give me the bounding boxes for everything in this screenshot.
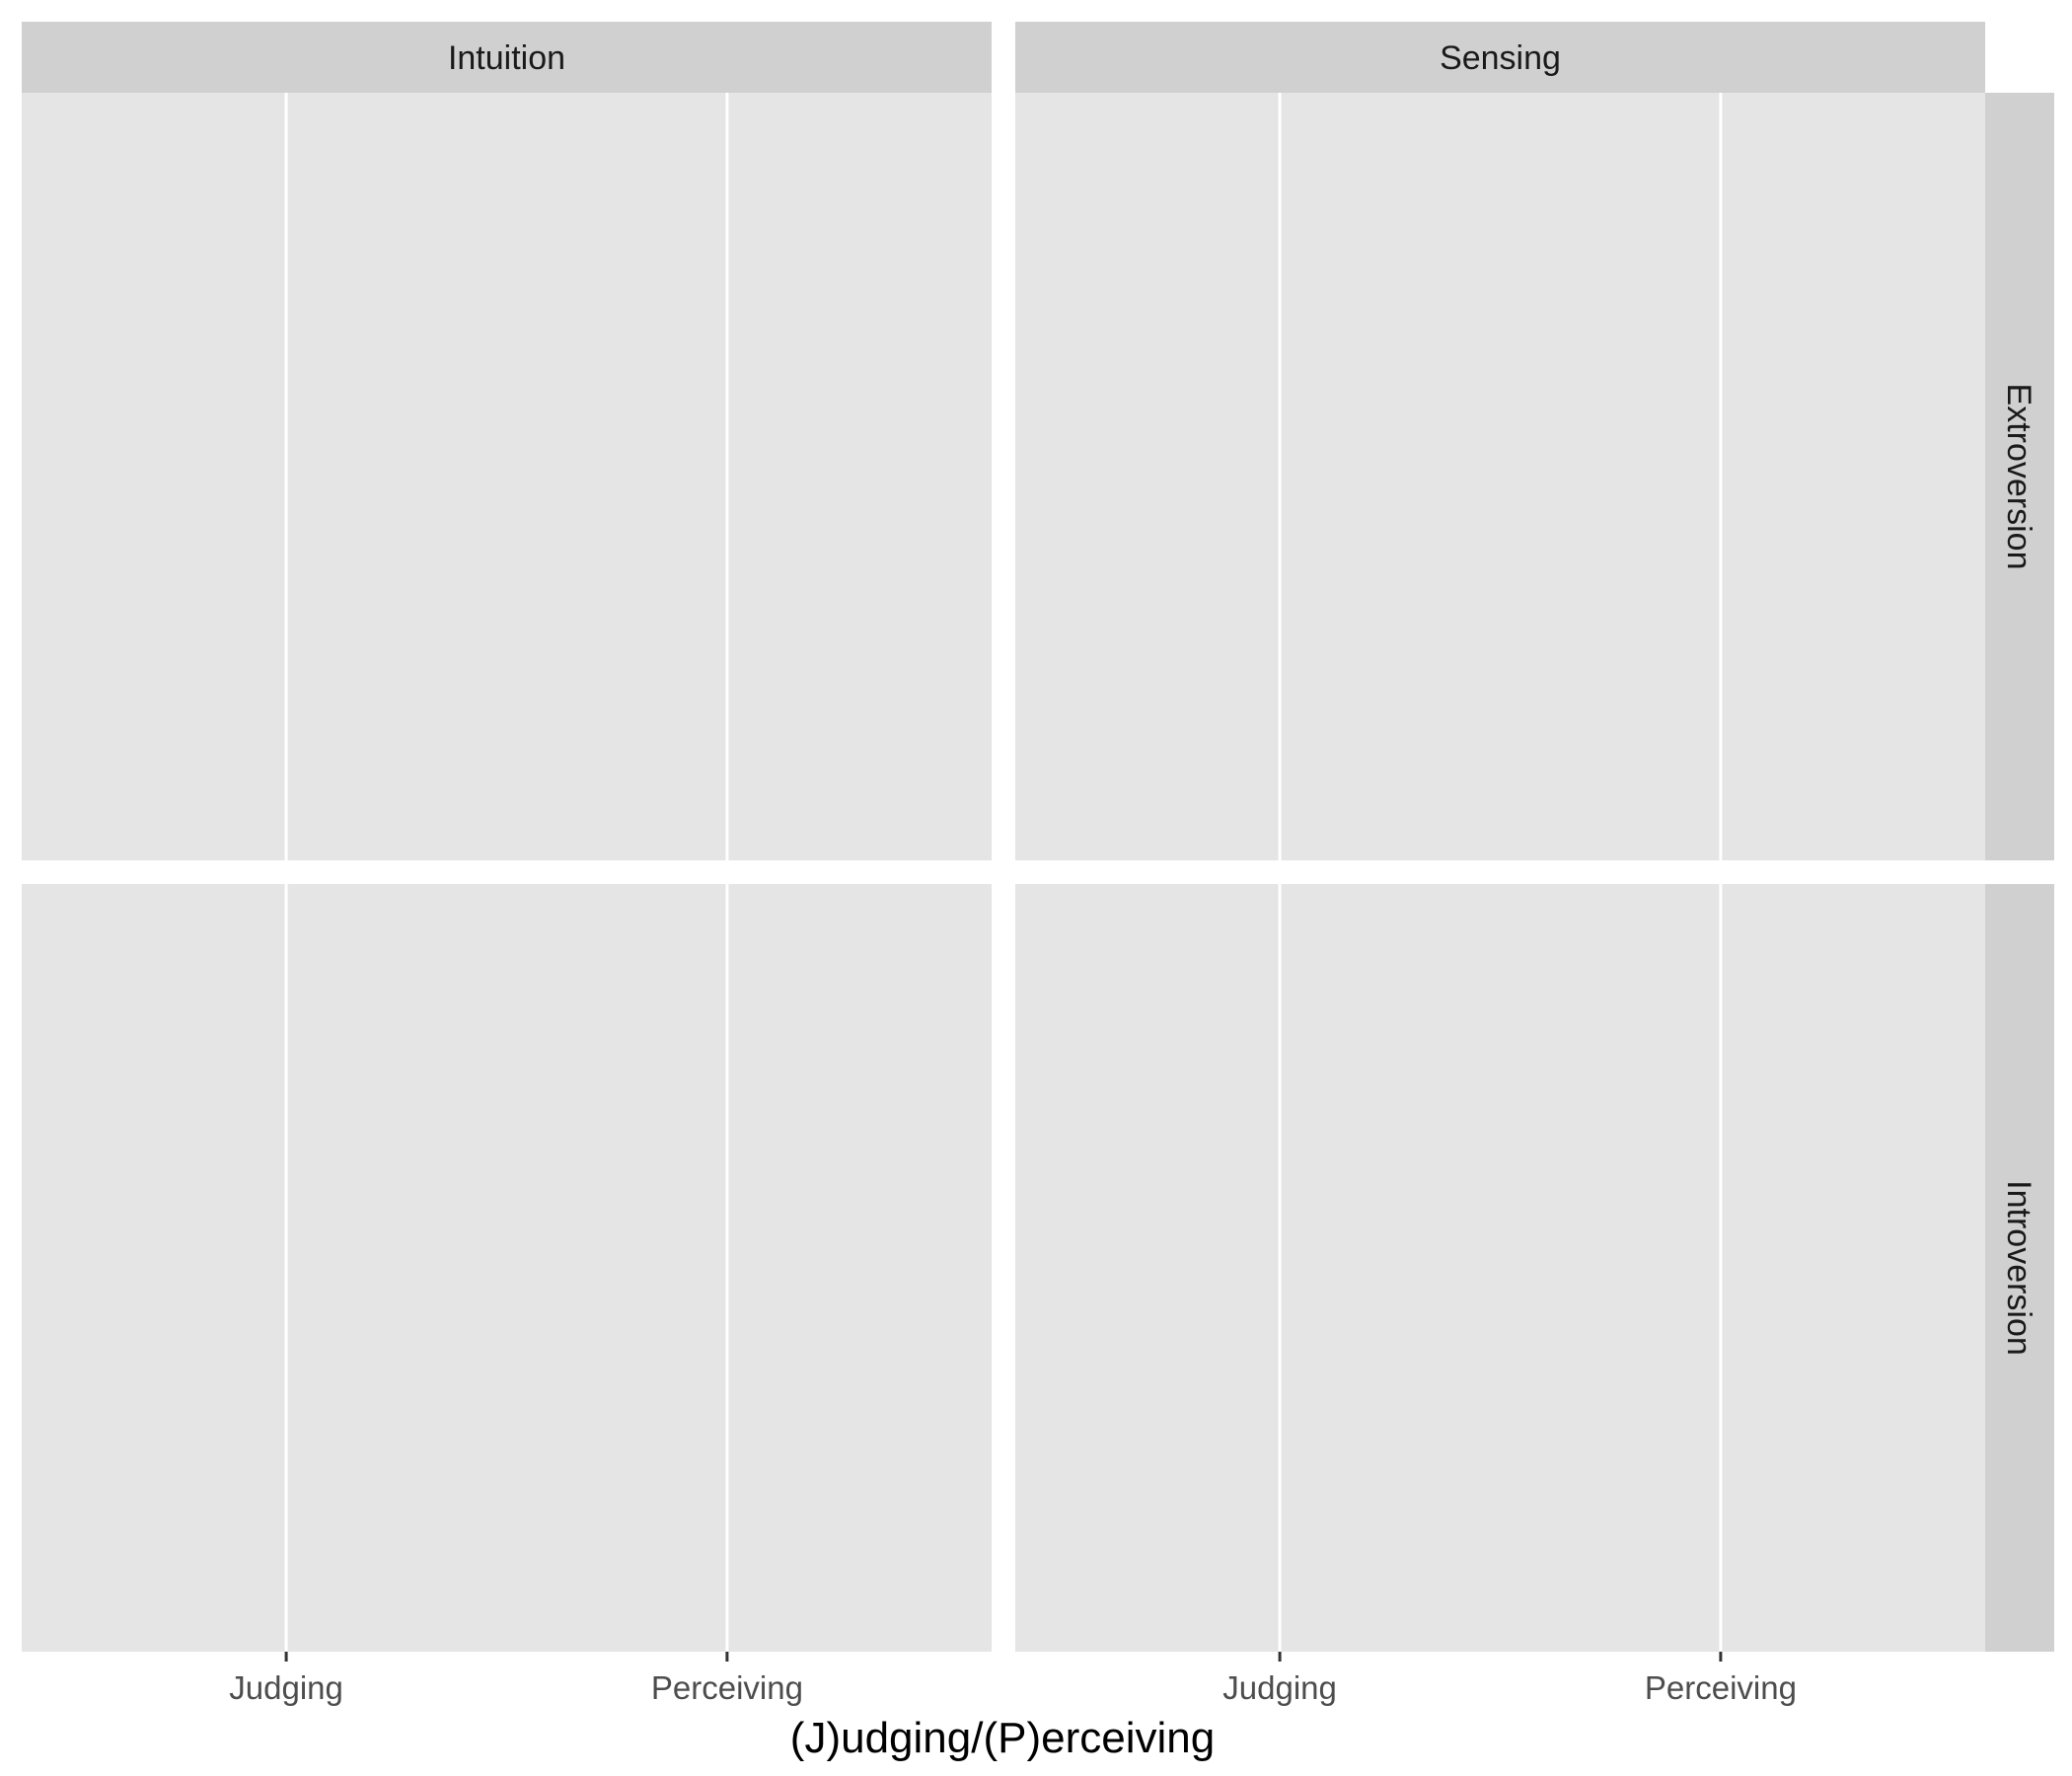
panel-background bbox=[1015, 93, 1985, 860]
strip-label-sensing: Sensing bbox=[1440, 39, 1561, 77]
strip-background bbox=[1985, 884, 2054, 1652]
strip-introversion: Introversion bbox=[1985, 884, 2054, 1652]
strip-sensing: Sensing bbox=[1015, 22, 1985, 93]
strip-background bbox=[1985, 93, 2054, 860]
x-tick-label-perceiving: Perceiving bbox=[651, 1669, 803, 1706]
strip-label-intuition: Intuition bbox=[448, 39, 565, 77]
panel-sensing-introversion bbox=[1015, 884, 1985, 1652]
strip-extroversion: Extroversion bbox=[1985, 93, 2054, 860]
x-tick-label-judging: Judging bbox=[1222, 1669, 1337, 1706]
strip-background bbox=[22, 22, 992, 93]
panels-layer bbox=[22, 93, 1985, 1652]
panel-background bbox=[22, 93, 992, 860]
x-axis-title: (J)udging/(P)erceiving bbox=[790, 1714, 1215, 1762]
strip-label-extroversion: Extroversion bbox=[2000, 384, 2037, 570]
panel-intuition-introversion bbox=[22, 884, 992, 1652]
x-tick-label-perceiving: Perceiving bbox=[1645, 1669, 1797, 1706]
strip-label-introversion: Introversion bbox=[2000, 1180, 2037, 1356]
panel-background bbox=[1015, 884, 1985, 1652]
x-axis: Judging Perceiving Judging Perceiving bbox=[229, 1652, 1797, 1706]
strip-intuition: Intuition bbox=[22, 22, 992, 93]
strips-layer: Intuition Sensing Extroversion Introversion bbox=[22, 22, 2054, 1652]
strip-background bbox=[1015, 22, 1985, 93]
panel-sensing-extroversion bbox=[1015, 93, 1985, 860]
x-tick-label-judging: Judging bbox=[229, 1669, 343, 1706]
panel-intuition-extroversion bbox=[22, 93, 992, 860]
panel-background bbox=[22, 884, 992, 1652]
